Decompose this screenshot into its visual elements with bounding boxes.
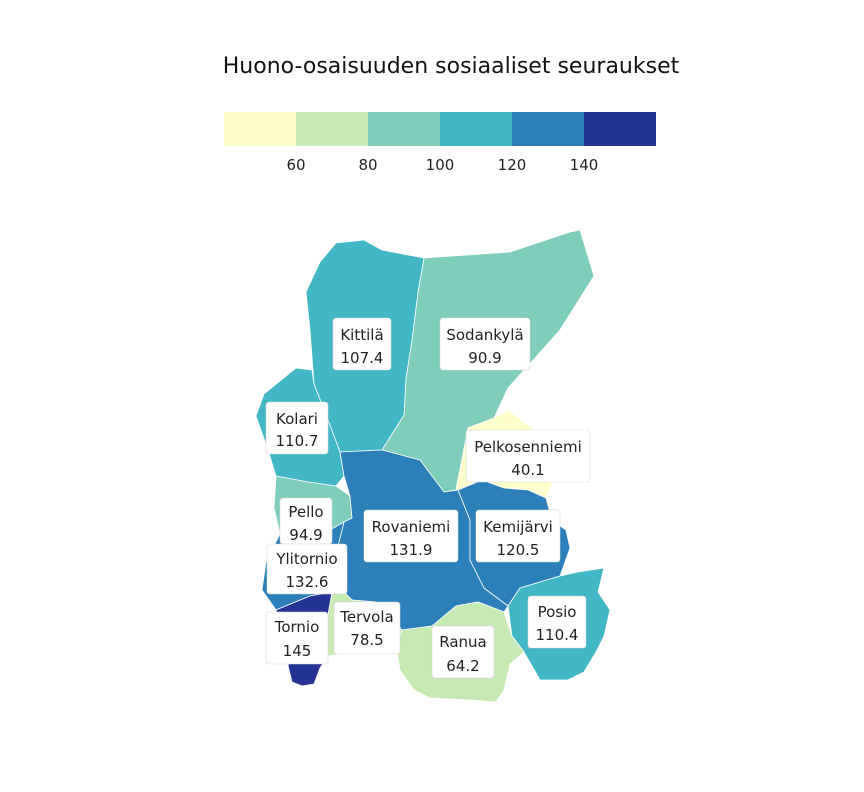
region-name: Rovaniemi <box>372 518 451 536</box>
region-name: Kolari <box>276 410 318 428</box>
label-box <box>266 543 348 595</box>
region-name: Pello <box>288 503 323 521</box>
label-box <box>527 595 587 649</box>
map-title: Huono-osaisuuden sosiaaliset seuraukset <box>222 54 680 79</box>
label-kittila: Kittilä 107.4 <box>332 317 392 371</box>
legend-tick: 140 <box>570 156 599 174</box>
legend-bin <box>296 112 368 146</box>
region-name: Ylitornio <box>275 550 337 568</box>
label-box <box>439 317 531 371</box>
region-name: Pelkosenniemi <box>474 438 581 456</box>
legend-tick: 100 <box>426 156 455 174</box>
legend-bin <box>440 112 512 146</box>
legend-bin <box>584 112 656 146</box>
label-box <box>333 601 401 655</box>
region-value: 132.6 <box>286 573 329 591</box>
label-ranua: Ranua 64.2 <box>431 625 495 679</box>
region-labels: Kittilä 107.4 Sodankylä 90.9 Kolari 110.… <box>265 317 591 679</box>
region-value: 78.5 <box>350 631 383 649</box>
region-name: Kemijärvi <box>483 518 553 536</box>
label-box <box>265 611 329 665</box>
legend-bin <box>512 112 584 146</box>
region-value: 90.9 <box>468 349 501 367</box>
label-box <box>475 509 561 563</box>
label-pelkosenniemi: Pelkosenniemi 40.1 <box>465 429 591 483</box>
label-posio: Posio 110.4 <box>527 595 587 649</box>
label-box <box>265 401 329 455</box>
legend-tick: 60 <box>286 156 305 174</box>
label-box <box>465 429 591 483</box>
region-value: 107.4 <box>341 349 384 367</box>
region-name: Kittilä <box>340 326 383 344</box>
label-tornio: Tornio 145 <box>265 611 329 665</box>
region-name: Posio <box>538 603 577 621</box>
label-box <box>431 625 495 679</box>
label-rovaniemi: Rovaniemi 131.9 <box>363 509 459 563</box>
region-name: Tervola <box>339 608 393 626</box>
label-sodankyla: Sodankylä 90.9 <box>439 317 531 371</box>
region-name: Tornio <box>274 618 320 636</box>
legend-bin <box>368 112 440 146</box>
label-tervola: Tervola 78.5 <box>333 601 401 655</box>
region-value: 64.2 <box>446 657 479 675</box>
region-value: 131.9 <box>390 541 433 559</box>
region-value: 120.5 <box>497 541 540 559</box>
legend-bin <box>224 112 296 146</box>
label-pello: Pello 94.9 <box>279 497 333 545</box>
label-kemijarvi: Kemijärvi 120.5 <box>475 509 561 563</box>
region-name: Ranua <box>439 633 487 651</box>
region-value: 145 <box>283 642 312 660</box>
color-legend: 60 80 100 120 140 <box>224 112 656 174</box>
region-name: Sodankylä <box>446 326 523 344</box>
label-ylitornio: Ylitornio 132.6 <box>266 543 348 595</box>
region-value: 94.9 <box>289 526 322 544</box>
legend-tick: 80 <box>358 156 377 174</box>
legend-tick: 120 <box>498 156 527 174</box>
label-box <box>363 509 459 563</box>
label-box <box>332 317 392 371</box>
region-value: 110.7 <box>276 432 319 450</box>
label-kolari: Kolari 110.7 <box>265 401 329 455</box>
region-value: 110.4 <box>536 626 579 644</box>
region-value: 40.1 <box>511 461 544 479</box>
